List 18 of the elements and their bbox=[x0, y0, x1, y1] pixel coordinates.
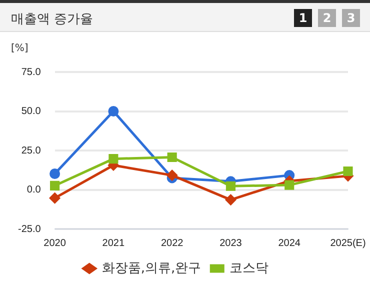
legend-label: 화장품,의류,완구 bbox=[102, 260, 202, 276]
x-tick-label: 2025(E) bbox=[330, 238, 366, 249]
text: 3 bbox=[342, 9, 360, 27]
y-tick-label: 50.0 bbox=[21, 106, 42, 117]
y-tick-label: -25.0 bbox=[18, 224, 42, 235]
legend-label: 코스닥 bbox=[230, 260, 269, 276]
y-tick-label: 25.0 bbox=[21, 145, 42, 156]
x-tick-label: 2024 bbox=[278, 238, 301, 249]
y-axis-title: [%] bbox=[11, 43, 28, 54]
y-tick-label: 0.0 bbox=[26, 184, 42, 196]
x-tick-label: 2023 bbox=[220, 238, 242, 249]
y-tick-label: 75.0 bbox=[21, 66, 42, 78]
x-tick-label: 2022 bbox=[160, 238, 184, 249]
text: 2 bbox=[318, 9, 336, 27]
chart-title: 매출액 증가율 bbox=[11, 11, 94, 28]
text: 1 bbox=[294, 9, 312, 27]
x-tick-label: 2021 bbox=[102, 238, 125, 249]
x-tick-label: 2020 bbox=[44, 238, 66, 249]
